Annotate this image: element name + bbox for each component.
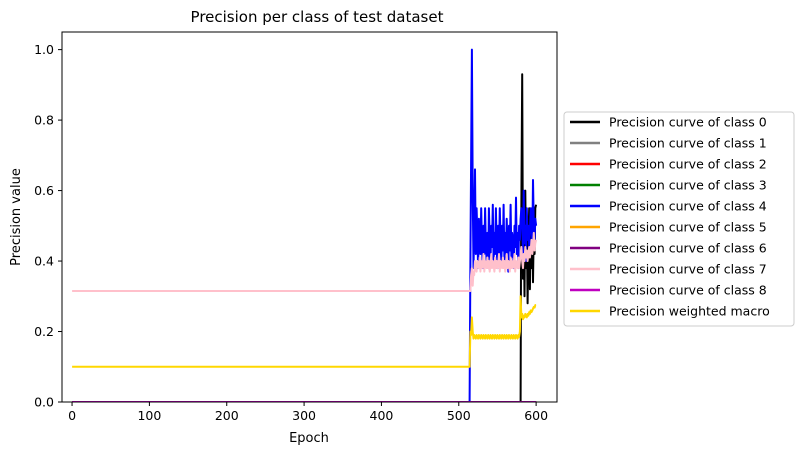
x-tick-label-2: 200 xyxy=(215,408,239,423)
y-tick-label-5: 1.0 xyxy=(34,42,54,57)
y-tick-label-2: 0.4 xyxy=(34,254,54,269)
plot-frame xyxy=(61,31,558,403)
series-layer xyxy=(72,48,538,402)
y-axis-title: Precision value xyxy=(9,168,24,266)
x-axis: 0 100 200 300 400 500 600 xyxy=(68,402,548,423)
y-axis: 0.0 0.2 0.4 0.6 0.8 1.0 xyxy=(34,42,62,410)
series-line-4 xyxy=(72,48,538,402)
x-axis-title: Epoch xyxy=(289,431,329,446)
series-line-7 xyxy=(72,231,538,292)
legend-label-9: Precision weighted macro xyxy=(609,304,770,319)
x-tick-label-3: 300 xyxy=(292,408,316,423)
x-tick-label-1: 100 xyxy=(137,408,161,423)
legend-frame xyxy=(563,111,795,327)
legend-label-6: Precision curve of class 6 xyxy=(609,241,767,256)
x-tick-label-5: 500 xyxy=(447,408,471,423)
chart-title: Precision per class of test dataset xyxy=(191,8,444,26)
y-tick-label-0: 0.0 xyxy=(34,395,54,410)
legend-label-0: Precision curve of class 0 xyxy=(609,115,767,130)
legend-label-2: Precision curve of class 2 xyxy=(609,157,767,172)
legend-label-7: Precision curve of class 7 xyxy=(609,262,767,277)
legend-label-3: Precision curve of class 3 xyxy=(609,178,767,193)
series-line-0 xyxy=(72,73,538,402)
legend-label-5: Precision curve of class 5 xyxy=(609,220,767,235)
legend-label-8: Precision curve of class 8 xyxy=(609,283,767,298)
plot-area xyxy=(61,31,558,403)
x-tick-label-6: 600 xyxy=(524,408,548,423)
y-tick-label-1: 0.2 xyxy=(34,324,54,339)
y-tick-label-3: 0.6 xyxy=(34,183,54,198)
legend-label-4: Precision curve of class 4 xyxy=(609,199,767,214)
legend-label-1: Precision curve of class 1 xyxy=(609,136,767,151)
y-tick-label-4: 0.8 xyxy=(34,113,54,128)
legend: Precision curve of class 0 Precision curv… xyxy=(563,111,795,327)
series-line-9 xyxy=(72,295,537,368)
x-tick-label-4: 400 xyxy=(370,408,394,423)
x-tick-label-0: 0 xyxy=(68,408,76,423)
